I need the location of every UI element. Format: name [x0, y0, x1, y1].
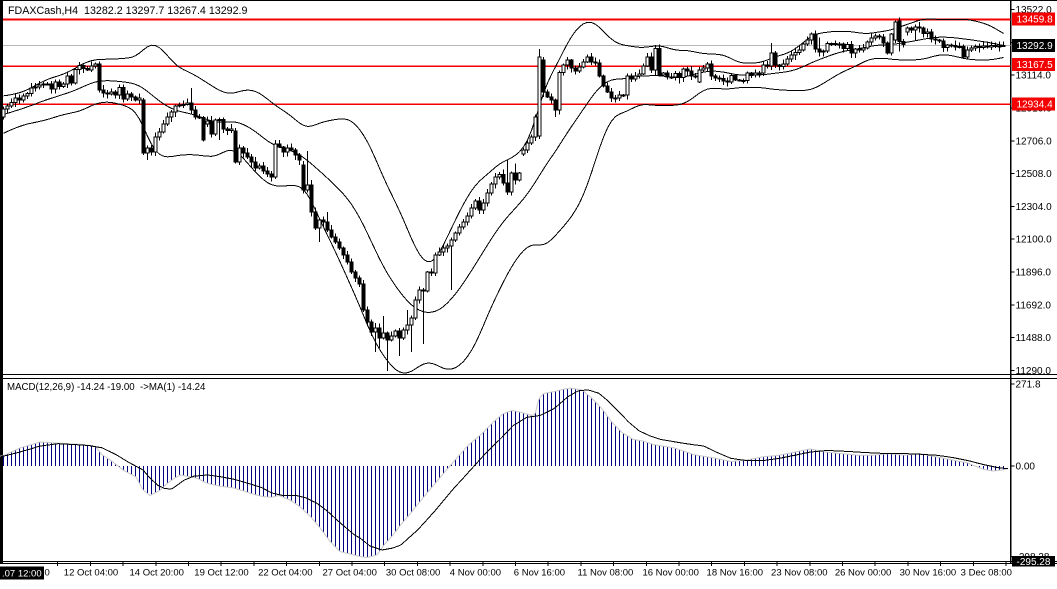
svg-text:11488.0: 11488.0	[1016, 333, 1052, 344]
svg-text:11896.0: 11896.0	[1016, 268, 1052, 279]
svg-text:13522.0: 13522.0	[1016, 5, 1053, 16]
svg-text:12508.0: 12508.0	[1016, 169, 1053, 180]
svg-text:271.8: 271.8	[1016, 380, 1041, 391]
svg-text:26 Nov 00:00: 26 Nov 00:00	[835, 568, 892, 579]
svg-text:12304.0: 12304.0	[1016, 202, 1053, 213]
svg-text:16 Nov 00:00: 16 Nov 00:00	[642, 568, 699, 579]
svg-text:11 Nov 08:00: 11 Nov 08:00	[577, 568, 633, 579]
svg-text:11290.0: 11290.0	[1016, 366, 1052, 377]
svg-text:-295.28: -295.28	[1017, 557, 1051, 568]
svg-text:FDAXCash,H4 13282.2 13297.7 1: FDAXCash,H4 13282.2 13297.7 13267.4 1329…	[8, 5, 248, 17]
svg-text:18 Nov 16:00: 18 Nov 16:00	[707, 568, 764, 579]
svg-text:12 Oct 04:00: 12 Oct 04:00	[64, 568, 118, 579]
svg-text:12934.4: 12934.4	[1017, 100, 1054, 111]
svg-text:23 Nov 08:00: 23 Nov 08:00	[771, 568, 828, 579]
svg-text:6 Nov 16:00: 6 Nov 16:00	[514, 568, 565, 579]
svg-text:13167.5: 13167.5	[1017, 60, 1054, 71]
svg-text:13114.0: 13114.0	[1016, 71, 1052, 82]
svg-text:4 Nov 00:00: 4 Nov 00:00	[450, 568, 501, 579]
svg-text:0.00: 0.00	[1016, 462, 1036, 473]
svg-text:13459.8: 13459.8	[1017, 15, 1054, 26]
svg-text:0: 0	[45, 568, 50, 579]
svg-text:30 Oct 08:00: 30 Oct 08:00	[386, 568, 440, 579]
svg-text:19 Oct 12:00: 19 Oct 12:00	[194, 568, 248, 579]
svg-text:3 Dec 08:00: 3 Dec 08:00	[961, 568, 1012, 579]
svg-text:22 Oct 04:00: 22 Oct 04:00	[258, 568, 312, 579]
svg-text:14 Oct 20:00: 14 Oct 20:00	[129, 568, 183, 579]
svg-text:.07 12:00: .07 12:00	[2, 569, 42, 580]
svg-text:MACD(12,26,9) -14.24 -19.00 -: MACD(12,26,9) -14.24 -19.00 ->MA(1) -14.…	[7, 382, 206, 393]
svg-text:13292.9: 13292.9	[1017, 41, 1054, 52]
svg-text:12100.0: 12100.0	[1016, 235, 1053, 246]
svg-text:12706.0: 12706.0	[1016, 136, 1053, 147]
svg-text:27 Oct 04:00: 27 Oct 04:00	[322, 568, 376, 579]
svg-text:11692.0: 11692.0	[1016, 300, 1052, 311]
svg-text:30 Nov 16:00: 30 Nov 16:00	[900, 568, 957, 579]
